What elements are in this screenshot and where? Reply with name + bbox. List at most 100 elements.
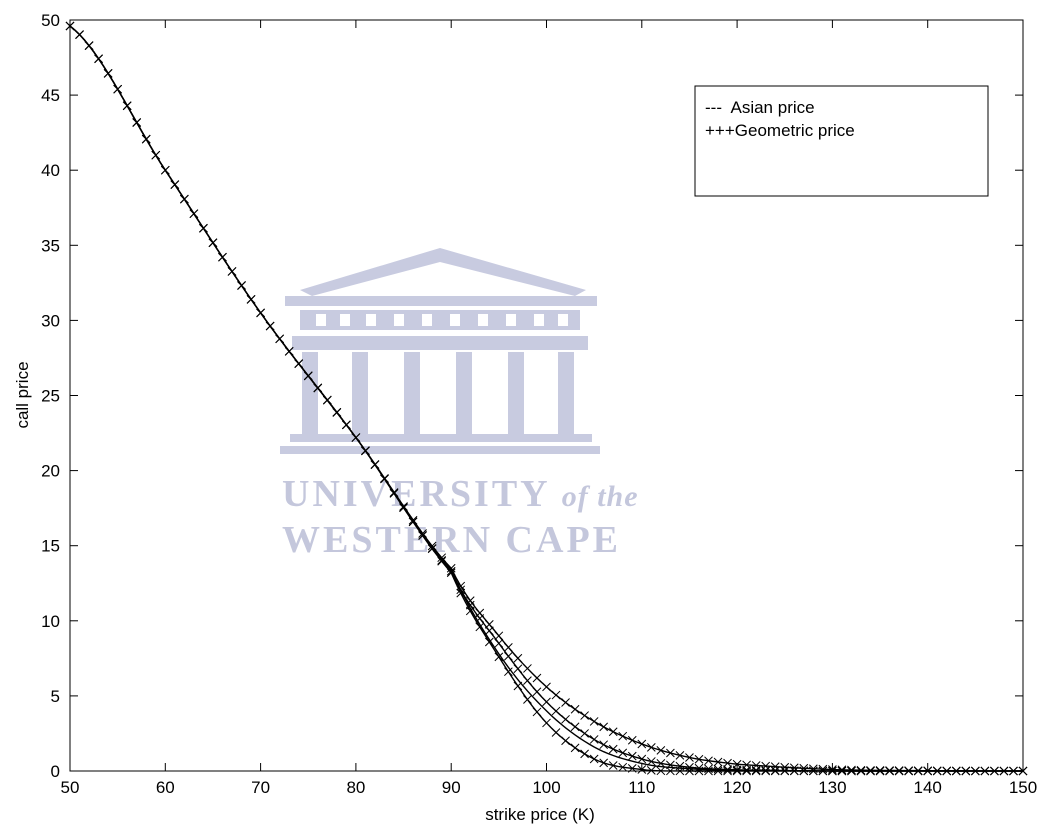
series-marker <box>713 766 723 776</box>
series-marker <box>828 765 837 774</box>
series-marker <box>160 165 170 175</box>
series-marker <box>122 101 132 111</box>
y-tick-label: 50 <box>41 11 60 30</box>
series-marker <box>618 762 628 772</box>
series-marker <box>446 568 456 578</box>
series-marker <box>713 764 723 774</box>
series-marker <box>837 766 847 776</box>
x-tick-label: 60 <box>156 778 175 797</box>
legend-entry-asian: --- Asian price <box>705 98 815 117</box>
series-marker <box>446 563 456 573</box>
x-tick-label: 50 <box>61 778 80 797</box>
series-marker <box>856 765 866 775</box>
series-marker <box>532 707 542 717</box>
series-marker <box>608 761 618 770</box>
series-marker <box>694 766 704 776</box>
series-marker <box>837 765 847 775</box>
series-marker <box>237 281 246 290</box>
y-tick-label: 15 <box>41 537 60 556</box>
series-marker <box>75 30 84 39</box>
series-marker <box>561 736 570 746</box>
series-marker <box>704 756 713 766</box>
x-tick-label: 90 <box>442 778 461 797</box>
series-marker <box>532 687 542 697</box>
series-marker <box>961 766 971 776</box>
series-marker <box>504 651 513 661</box>
series-marker <box>561 714 570 724</box>
y-axis-title: call price <box>13 361 32 428</box>
series-marker <box>646 766 656 775</box>
series-marker <box>675 751 685 760</box>
series-marker <box>351 433 361 442</box>
series-marker <box>523 676 532 685</box>
series-marker <box>685 762 694 772</box>
series-marker <box>322 395 332 405</box>
watermark: UNIVERSITY of the WESTERN CAPE <box>280 248 639 561</box>
series-marker <box>437 556 447 566</box>
series-marker <box>599 758 609 768</box>
watermark-line1: UNIVERSITY of the <box>282 473 639 515</box>
y-tick-label: 0 <box>51 762 60 781</box>
series-marker <box>637 765 647 774</box>
series-marker <box>627 751 637 761</box>
series-marker <box>656 766 666 776</box>
y-tick-label: 30 <box>41 311 60 330</box>
series-marker <box>589 717 599 726</box>
series-marker <box>808 766 818 776</box>
series-marker <box>618 731 628 741</box>
series-marker <box>990 766 999 776</box>
series-marker <box>65 21 75 31</box>
series-marker <box>770 766 780 776</box>
series-marker <box>951 766 961 776</box>
x-tick-label: 100 <box>532 778 560 797</box>
series-marker <box>828 766 837 776</box>
series-marker <box>732 766 742 776</box>
series-marker <box>637 739 647 749</box>
series-marker <box>523 664 532 673</box>
series-marker <box>580 729 589 738</box>
series-marker <box>580 711 589 720</box>
x-tick-label: 70 <box>251 778 270 797</box>
series-marker <box>84 41 94 50</box>
series-marker <box>980 766 990 776</box>
series-marker <box>685 766 694 776</box>
y-tick-label: 25 <box>41 387 60 406</box>
series-marker <box>551 706 561 716</box>
series-marker <box>942 766 952 776</box>
series-marker <box>770 762 780 772</box>
series-marker <box>475 614 485 623</box>
series-marker <box>570 722 580 732</box>
series-marker <box>303 371 313 381</box>
series-marker <box>847 766 856 776</box>
series-marker <box>504 643 513 652</box>
series-marker <box>103 69 113 78</box>
series-marker <box>656 759 666 768</box>
series-marker <box>742 765 751 775</box>
series-marker <box>723 758 732 768</box>
series-marker <box>141 134 151 144</box>
series-marker <box>227 267 237 276</box>
series-marker <box>408 517 418 527</box>
series-marker <box>208 238 218 248</box>
series-marker <box>427 541 437 551</box>
series-marker <box>1009 766 1018 776</box>
series-marker <box>885 766 894 776</box>
series-marker <box>342 420 351 430</box>
series-marker <box>275 334 285 344</box>
legend-entry-geometric: +++Geometric price <box>705 121 855 140</box>
series-marker <box>904 766 913 776</box>
series-marker <box>666 760 675 770</box>
series-marker <box>113 84 123 94</box>
series-marker <box>513 664 523 674</box>
y-tick-label: 5 <box>51 687 60 706</box>
series-marker <box>570 743 580 753</box>
series-marker <box>465 606 475 616</box>
series-marker <box>399 503 408 513</box>
series-marker <box>475 622 485 632</box>
series-marker <box>570 704 580 714</box>
x-axis-title: strike price (K) <box>485 805 595 824</box>
series-marker <box>704 766 713 776</box>
series-marker <box>932 766 942 776</box>
series-marker <box>542 682 551 692</box>
